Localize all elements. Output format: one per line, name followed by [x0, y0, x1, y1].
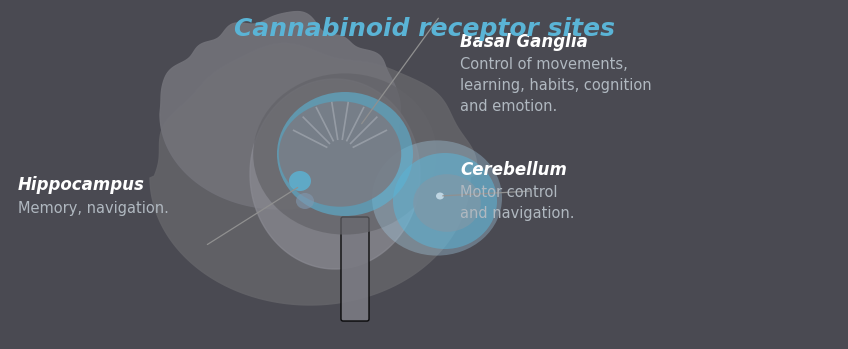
- Text: Cannabinoid receptor sites: Cannabinoid receptor sites: [233, 17, 615, 42]
- Text: Basal Ganglia: Basal Ganglia: [460, 33, 588, 51]
- Text: Memory, navigation.: Memory, navigation.: [18, 201, 169, 216]
- Ellipse shape: [254, 73, 437, 235]
- Polygon shape: [160, 12, 400, 209]
- Ellipse shape: [279, 101, 401, 207]
- Ellipse shape: [289, 171, 311, 191]
- Ellipse shape: [413, 174, 481, 232]
- Ellipse shape: [277, 92, 413, 216]
- Polygon shape: [250, 79, 420, 269]
- Ellipse shape: [393, 153, 497, 249]
- Polygon shape: [150, 44, 477, 305]
- Ellipse shape: [296, 193, 314, 209]
- Ellipse shape: [436, 193, 444, 200]
- Text: Motor control
and navigation.: Motor control and navigation.: [460, 185, 574, 221]
- Text: Control of movements,
learning, habits, cognition
and emotion.: Control of movements, learning, habits, …: [460, 57, 651, 114]
- Text: Cerebellum: Cerebellum: [460, 161, 566, 179]
- Ellipse shape: [372, 140, 502, 255]
- Text: Hippocampus: Hippocampus: [18, 176, 145, 194]
- FancyBboxPatch shape: [341, 217, 369, 321]
